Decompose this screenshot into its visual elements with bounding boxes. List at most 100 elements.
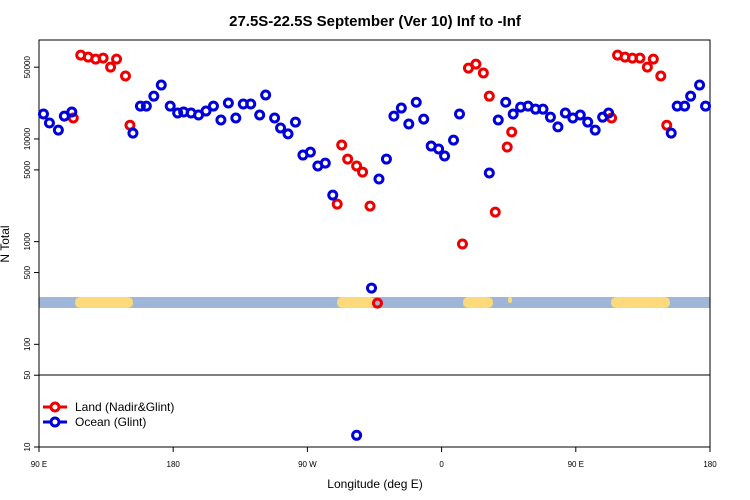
data-point bbox=[97, 52, 109, 64]
x-tick-label: 180 bbox=[167, 460, 181, 469]
y-axis-label: N Total bbox=[0, 225, 12, 262]
data-point bbox=[215, 114, 227, 126]
data-point bbox=[418, 113, 430, 125]
data-point bbox=[489, 206, 501, 218]
data-point bbox=[552, 121, 564, 133]
data-point bbox=[371, 297, 383, 309]
data-point bbox=[388, 110, 400, 122]
data-point bbox=[254, 109, 266, 121]
data-point bbox=[661, 119, 673, 131]
data-point bbox=[331, 198, 343, 210]
data-point bbox=[655, 70, 667, 82]
data-point bbox=[148, 90, 160, 102]
data-point bbox=[453, 108, 465, 120]
data-point bbox=[537, 103, 549, 115]
x-axis-label: Longitude (deg E) bbox=[327, 477, 422, 491]
data-point bbox=[140, 100, 152, 112]
data-point bbox=[559, 107, 571, 119]
data-point bbox=[319, 157, 331, 169]
land-strip bbox=[75, 297, 133, 308]
data-point bbox=[134, 100, 146, 112]
land-strip bbox=[508, 297, 512, 303]
data-point bbox=[439, 150, 451, 162]
data-point bbox=[574, 109, 586, 121]
data-point bbox=[155, 79, 167, 91]
data-point bbox=[366, 282, 378, 294]
data-point bbox=[477, 67, 489, 79]
data-point bbox=[506, 126, 518, 138]
x-tick-label: 90 W bbox=[298, 460, 317, 469]
x-tick-label: 90 E bbox=[31, 460, 47, 469]
data-point bbox=[700, 100, 712, 112]
data-point bbox=[327, 189, 339, 201]
data-point bbox=[282, 128, 294, 140]
y-tick-label: 100 bbox=[23, 337, 32, 351]
data-point bbox=[403, 118, 415, 130]
x-tick-label: 90 E bbox=[568, 460, 584, 469]
data-point bbox=[507, 108, 519, 120]
data-point bbox=[364, 200, 376, 212]
data-point bbox=[544, 111, 556, 123]
data-point bbox=[336, 139, 348, 151]
y-tick-label: 5000 bbox=[23, 160, 32, 178]
data-point bbox=[351, 160, 363, 172]
land-strip bbox=[337, 297, 375, 308]
data-point bbox=[634, 52, 646, 64]
data-point bbox=[172, 107, 184, 119]
data-point bbox=[647, 53, 659, 65]
data-point bbox=[351, 429, 363, 441]
data-point bbox=[275, 122, 287, 134]
land-strip bbox=[463, 297, 493, 308]
data-point bbox=[582, 116, 594, 128]
data-point bbox=[456, 238, 468, 250]
y-tick-label: 50000 bbox=[23, 56, 32, 79]
data-point bbox=[448, 134, 460, 146]
data-point bbox=[373, 173, 385, 185]
x-tick-label: 0 bbox=[439, 460, 444, 469]
data-point bbox=[483, 90, 495, 102]
data-point bbox=[269, 112, 281, 124]
data-point bbox=[641, 61, 653, 73]
data-point bbox=[105, 61, 117, 73]
data-point bbox=[694, 79, 706, 91]
data-point bbox=[222, 97, 234, 109]
data-point bbox=[111, 53, 123, 65]
data-point bbox=[685, 90, 697, 102]
data-point bbox=[260, 89, 272, 101]
data-point bbox=[470, 58, 482, 70]
data-point bbox=[501, 141, 513, 153]
data-point bbox=[245, 98, 257, 110]
y-tick-label: 10000 bbox=[23, 127, 32, 150]
data-point bbox=[127, 127, 139, 139]
data-point bbox=[304, 146, 316, 158]
plot-frame bbox=[38, 39, 711, 448]
data-point bbox=[230, 112, 242, 124]
data-point bbox=[589, 124, 601, 136]
legend-label: Ocean (Glint) bbox=[75, 415, 146, 429]
data-point bbox=[410, 96, 422, 108]
data-point bbox=[395, 102, 407, 114]
data-point bbox=[483, 167, 495, 179]
data-point bbox=[500, 96, 512, 108]
data-point bbox=[66, 106, 78, 118]
y-tick-label: 1000 bbox=[23, 232, 32, 250]
data-point bbox=[342, 153, 354, 165]
data-point bbox=[679, 100, 691, 112]
legend-marker bbox=[49, 401, 61, 413]
data-point bbox=[289, 116, 301, 128]
data-point bbox=[492, 114, 504, 126]
y-tick-label: 50 bbox=[23, 370, 32, 379]
data-point bbox=[665, 127, 677, 139]
data-point bbox=[380, 153, 392, 165]
y-tick-label: 500 bbox=[23, 265, 32, 279]
legend-marker bbox=[49, 416, 61, 428]
data-point bbox=[37, 108, 49, 120]
data-point bbox=[357, 166, 369, 178]
legend-label: Land (Nadir&Glint) bbox=[75, 400, 174, 414]
data-point bbox=[119, 70, 131, 82]
land-strip bbox=[611, 297, 670, 308]
data-point bbox=[433, 143, 445, 155]
data-point bbox=[164, 100, 176, 112]
